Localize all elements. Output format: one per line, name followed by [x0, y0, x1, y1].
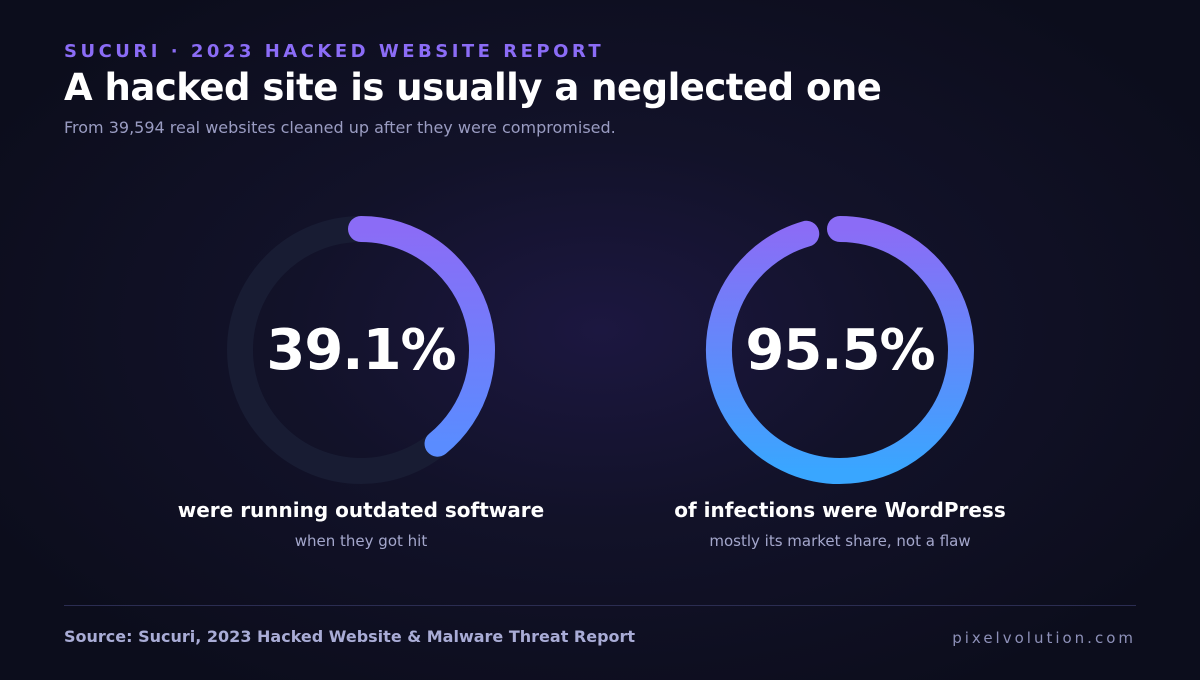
donut-svg-outdated — [227, 216, 495, 484]
donut-value-outdated: 39.1% — [266, 317, 456, 383]
caption-wordpress: of infections were WordPress — [674, 498, 1006, 522]
page-subtitle: From 39,594 real websites cleaned up aft… — [64, 118, 616, 137]
page-title: A hacked site is usually a neglected one — [64, 66, 882, 109]
donut-svg-wordpress — [705, 216, 974, 484]
donut-chart-outdated-software: 39.1% — [226, 215, 496, 485]
source-citation: Source: Sucuri, 2023 Hacked Website & Ma… — [64, 627, 636, 646]
subcaption-outdated-software: when they got hit — [294, 532, 428, 550]
report-eyebrow: SUCURI · 2023 HACKED WEBSITE REPORT — [64, 41, 605, 62]
donut-value-wordpress: 95.5% — [745, 317, 935, 383]
donut-chart-wordpress: 95.5% — [705, 215, 975, 485]
donut-arc-wordpress — [705, 216, 974, 484]
caption-outdated-software: were running outdated software — [177, 498, 545, 522]
brand-credit: pixelvolution.com — [952, 629, 1136, 647]
subcaption-wordpress: mostly its market share, not a flaw — [709, 532, 971, 550]
footer-divider — [64, 605, 1136, 606]
donut-arc-outdated — [348, 216, 495, 457]
